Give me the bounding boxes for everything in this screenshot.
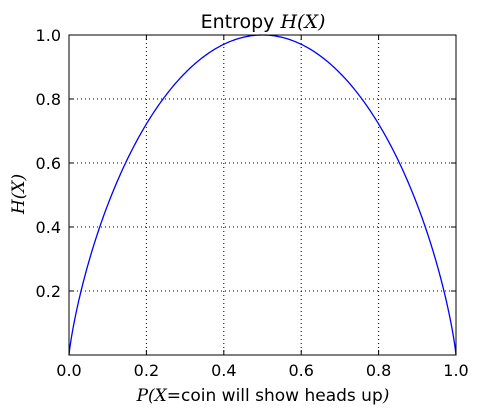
- x-tick-label: 0.4: [211, 361, 236, 380]
- chart-title: Entropy H(X): [201, 11, 326, 33]
- ticks: [68, 34, 457, 355]
- x-axis-label-text: coin will show heads up: [181, 386, 383, 406]
- x-tick-label: 0.2: [134, 361, 159, 380]
- x-axis-label-math-suffix: ): [382, 386, 390, 406]
- y-tick-label: 0.8: [36, 90, 61, 109]
- x-tick-label: 0.8: [366, 361, 391, 380]
- x-axis-label: P(X=coin will show heads up): [136, 386, 390, 406]
- entropy-curve: [68, 34, 457, 356]
- x-tick-label: 0.6: [288, 361, 313, 380]
- y-tick-label: 0.4: [36, 218, 61, 237]
- y-tick-labels: 0.2 0.4 0.6 0.8 1.0: [36, 26, 61, 301]
- y-tick-label: 1.0: [36, 26, 61, 45]
- y-tick-label: 0.2: [36, 282, 61, 301]
- x-axis-label-math-prefix: P(X=: [136, 386, 181, 406]
- x-tick-label: 1.0: [443, 361, 468, 380]
- x-tick-labels: 0.0 0.2 0.4 0.6 0.8 1.0: [56, 361, 468, 380]
- chart-title-prefix: Entropy: [201, 11, 281, 33]
- y-axis-label: H(X): [9, 174, 29, 215]
- grid: [69, 35, 456, 355]
- plot-frame: [68, 34, 457, 356]
- x-tick-label: 0.0: [56, 361, 81, 380]
- y-tick-label: 0.6: [36, 154, 61, 173]
- chart-title-math: H(X): [279, 11, 325, 33]
